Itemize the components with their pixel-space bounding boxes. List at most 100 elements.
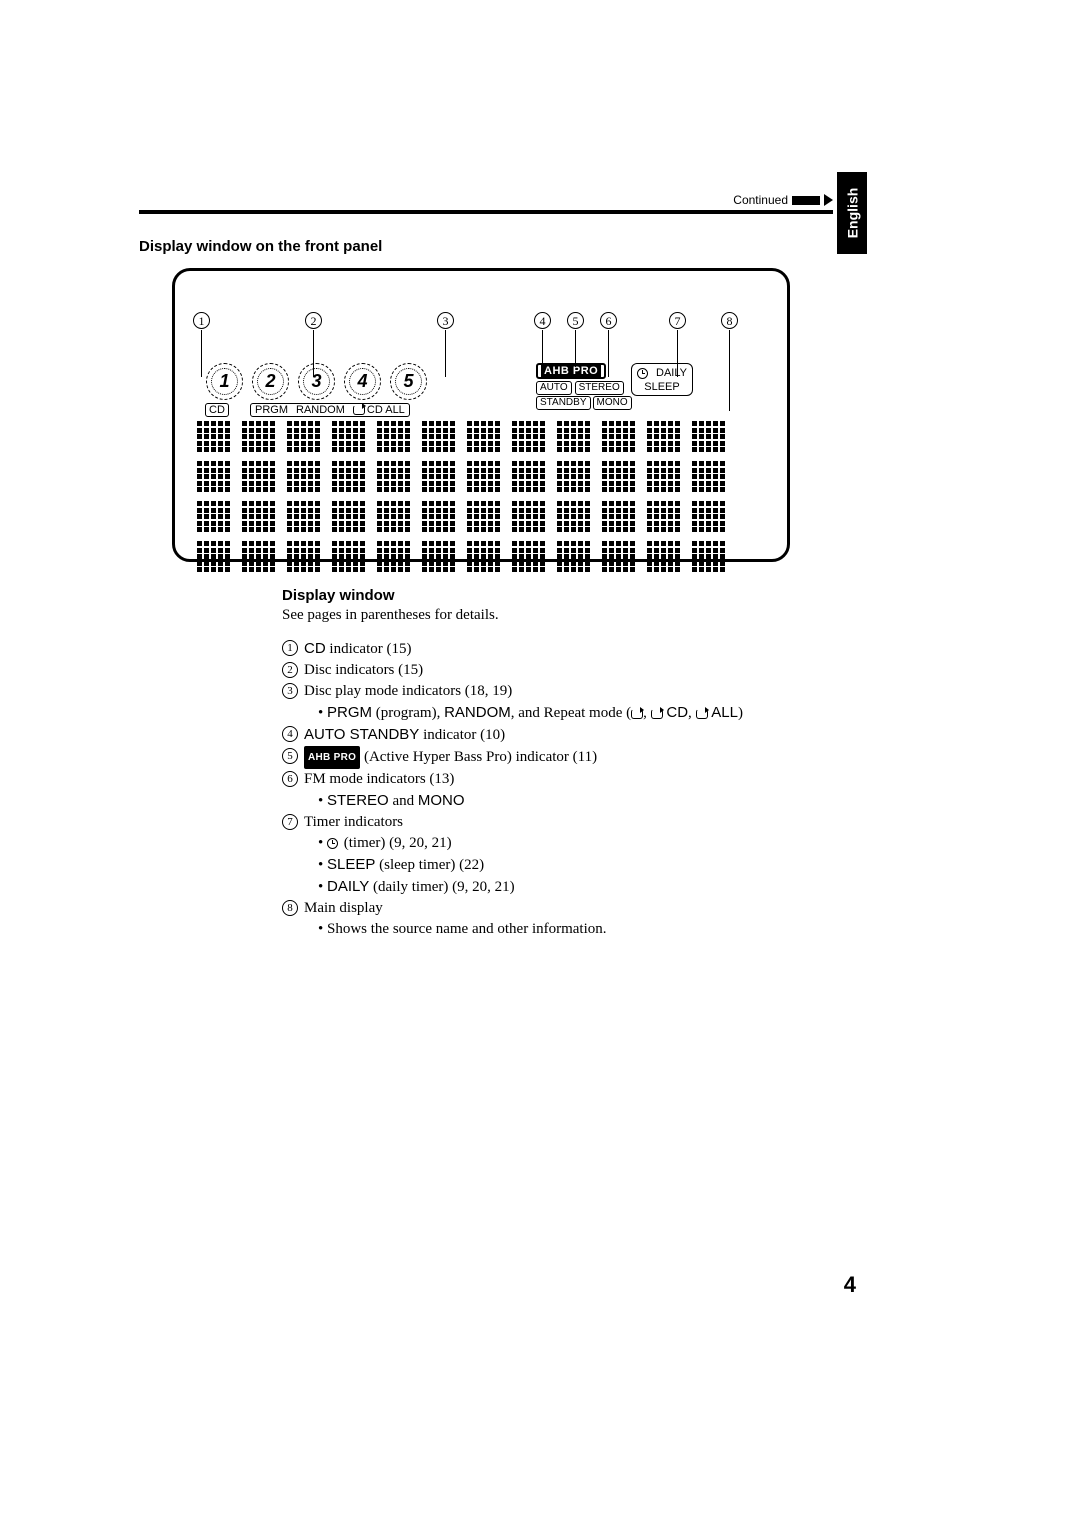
language-tab: English — [837, 172, 867, 254]
leader-7 — [677, 330, 678, 377]
matrix-char — [557, 501, 591, 532]
matrix-char — [197, 461, 231, 492]
matrix-char — [602, 541, 636, 572]
matrix-char — [422, 421, 456, 452]
legend-item-5: 5AHB PRO (Active Hyper Bass Pro) indicat… — [282, 746, 743, 769]
disc-indicator-5: 5 — [390, 363, 427, 400]
leader-5 — [575, 330, 576, 367]
disc-indicator-1: 1 — [206, 363, 243, 400]
section-title: Display window on the front panel — [139, 238, 382, 255]
legend-sub: • Shows the source name and other inform… — [282, 919, 743, 940]
leader-2 — [313, 330, 314, 377]
matrix-char — [647, 541, 681, 572]
ahb-pro-label: AHB PRO — [541, 365, 601, 377]
matrix-char — [557, 461, 591, 492]
matrix-char — [557, 541, 591, 572]
matrix-char — [422, 501, 456, 532]
page-number: 4 — [844, 1272, 856, 1298]
legend-item-8: 8Main display — [282, 898, 743, 919]
matrix-char — [602, 421, 636, 452]
matrix-char — [647, 461, 681, 492]
matrix-char — [377, 421, 411, 452]
matrix-char — [467, 421, 501, 452]
legend-sub: • PRGM (program), RANDOM, and Repeat mod… — [282, 702, 743, 724]
matrix-char — [242, 461, 276, 492]
matrix-char — [467, 541, 501, 572]
matrix-char — [557, 421, 591, 452]
matrix-char — [287, 461, 321, 492]
clock-icon — [327, 838, 338, 849]
repeat-icon — [696, 709, 708, 719]
leader-1 — [201, 330, 202, 377]
matrix-char — [692, 501, 726, 532]
legend-sub: • STEREO and MONO — [282, 790, 743, 812]
legend-item-2: 2Disc indicators (15) — [282, 660, 743, 681]
legend-item-4: 4AUTO STANDBY indicator (10) — [282, 724, 743, 746]
standby-indicator: STANDBY — [536, 396, 591, 410]
matrix-char — [512, 421, 546, 452]
main-display-matrix — [197, 421, 726, 572]
disc-indicator-3: 3 — [298, 363, 335, 400]
timer-box: DAILY SLEEP — [631, 363, 693, 396]
matrix-char — [197, 501, 231, 532]
callout-1: 1 — [193, 312, 210, 330]
matrix-char — [467, 461, 501, 492]
repeat-cdall: CD ALL — [353, 404, 405, 416]
stereo-indicator: STEREO — [575, 381, 624, 395]
matrix-char — [602, 461, 636, 492]
matrix-char — [647, 501, 681, 532]
indicator-cluster: AHB PRO AUTO STEREO STANDBY MONO — [536, 363, 632, 410]
prgm-label: PRGM — [255, 404, 288, 416]
callout-8: 8 — [721, 312, 738, 330]
daily-label: DAILY — [656, 366, 687, 380]
matrix-char — [692, 461, 726, 492]
callout-3: 3 — [437, 312, 454, 330]
matrix-char — [692, 541, 726, 572]
cd-indicator: CD — [205, 403, 229, 417]
callout-6: 6 — [600, 312, 617, 330]
disc-indicator-4: 4 — [344, 363, 381, 400]
matrix-char — [512, 461, 546, 492]
matrix-char — [512, 501, 546, 532]
repeat-icon — [353, 405, 365, 415]
matrix-char — [377, 541, 411, 572]
leader-4 — [542, 330, 543, 377]
matrix-char — [332, 501, 366, 532]
matrix-char — [647, 421, 681, 452]
matrix-char — [242, 421, 276, 452]
play-mode-box: PRGM RANDOM CD ALL — [250, 403, 410, 417]
matrix-char — [692, 421, 726, 452]
continued-bar — [792, 196, 820, 205]
cdall-label: CD ALL — [367, 404, 405, 416]
callout-5: 5 — [567, 312, 584, 330]
callout-2: 2 — [305, 312, 322, 330]
matrix-char — [287, 421, 321, 452]
legend-item-3: 3Disc play mode indicators (18, 19) — [282, 681, 743, 702]
matrix-char — [422, 541, 456, 572]
matrix-char — [332, 461, 366, 492]
matrix-char — [602, 501, 636, 532]
legend-sub: • DAILY (daily timer) (9, 20, 21) — [282, 876, 743, 898]
leader-6 — [608, 330, 609, 377]
matrix-char — [242, 501, 276, 532]
legend-subtitle: See pages in parentheses for details. — [282, 607, 499, 624]
matrix-char — [287, 501, 321, 532]
legend-title: Display window — [282, 587, 395, 604]
leader-3 — [445, 330, 446, 377]
mono-indicator: MONO — [593, 396, 632, 410]
callout-4: 4 — [534, 312, 551, 330]
matrix-char — [197, 541, 231, 572]
legend-sub: • (timer) (9, 20, 21) — [282, 833, 743, 854]
matrix-char — [512, 541, 546, 572]
repeat-icon — [651, 709, 663, 719]
legend-item-7: 7Timer indicators — [282, 812, 743, 833]
callout-7: 7 — [669, 312, 686, 330]
matrix-char — [377, 461, 411, 492]
leader-8 — [729, 330, 730, 411]
continued-label: Continued — [733, 193, 788, 207]
ahb-pro-indicator: AHB PRO — [536, 363, 606, 379]
continued-indicator: Continued — [733, 193, 833, 207]
continued-arrow-icon — [824, 194, 833, 206]
matrix-char — [287, 541, 321, 572]
auto-indicator: AUTO — [536, 381, 572, 395]
